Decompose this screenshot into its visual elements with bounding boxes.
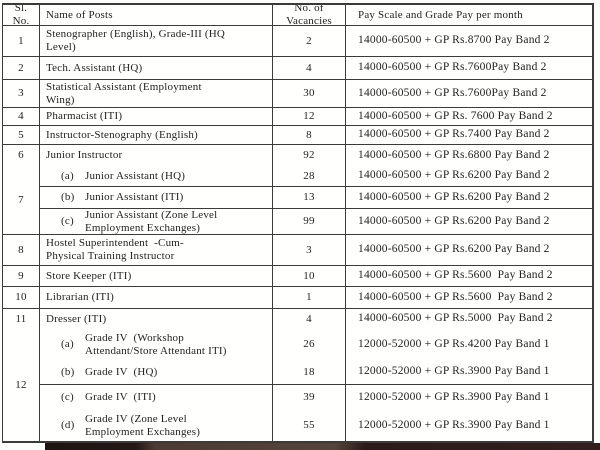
sl-number: 12 xyxy=(15,378,27,391)
post-name-cell: (a) Junior Assistant (HQ) xyxy=(40,166,273,187)
col-header-name-of-posts: Name of Posts xyxy=(40,5,273,26)
post-name-cell: (c) Grade IV (ITI) xyxy=(40,385,273,410)
sl-cell: 10 xyxy=(3,287,40,309)
pay-scale-cell: 14000-60500 + GP Rs.6200 Pay Band 2 xyxy=(346,166,592,187)
pay-scale-cell: 14000-60500 + GP Rs.6200 Pay Band 2 xyxy=(346,209,592,235)
post-name-cell: (b) Grade IV (HQ) xyxy=(40,360,273,385)
sl-cell: 5 xyxy=(3,126,40,145)
sub-item-marker: (a) xyxy=(61,338,74,351)
vacancies-cell: 99 xyxy=(273,209,346,235)
vacancies-cell: 39 xyxy=(273,385,346,410)
sl-group-cell-11-12: 11 12 xyxy=(3,309,40,441)
vacancies-cell: 12 xyxy=(273,108,346,126)
sl-number: 11 xyxy=(15,312,27,325)
vacancies-cell: 8 xyxy=(273,126,346,145)
post-name-cell: Hostel Superintendent -Cum- Physical Tra… xyxy=(40,235,273,266)
post-name-cell: Store Keeper (ITI) xyxy=(40,266,273,287)
sl-cell: 3 xyxy=(3,80,40,108)
post-name-cell: (a) Grade IV (Workshop Attendant/Store A… xyxy=(40,329,273,360)
vacancies-cell: 26 xyxy=(273,329,346,360)
sl-number: 6 xyxy=(18,149,24,162)
pay-scale-cell: 14000-60500 + GP Rs.7600Pay Band 2 xyxy=(346,57,592,80)
post-name-cell: (c) Junior Assistant (Zone Level Employm… xyxy=(40,209,273,235)
pay-scale-table: Sl. No. Name of Posts No. of Vacancies P… xyxy=(2,3,594,443)
post-name-cell: Statistical Assistant (Employment Wing) xyxy=(40,80,273,108)
vacancies-cell: 2 xyxy=(273,26,346,57)
post-name-cell: Dresser (ITI) xyxy=(40,309,273,329)
sub-item-marker: (d) xyxy=(61,419,75,432)
sub-item-text: Grade IV (ITI) xyxy=(85,391,156,404)
pay-scale-cell: 14000-60500 + GP Rs.6200 Pay Band 2 xyxy=(346,187,592,209)
sub-item-marker: (c) xyxy=(61,391,74,404)
vacancies-cell: 18 xyxy=(273,360,346,385)
col-header-vacancies: No. of Vacancies xyxy=(273,5,346,26)
vacancies-cell: 1 xyxy=(273,287,346,309)
post-name-cell: Pharmacist (ITI) xyxy=(40,108,273,126)
pay-scale-cell: 12000-52000 + GP Rs.3900 Pay Band 1 xyxy=(358,418,550,431)
vacancies-cell: 10 xyxy=(273,266,346,287)
sub-item-text: Grade IV (HQ) xyxy=(85,365,158,378)
pay-scale-cell: 12000-52000 + GP Rs.3900 Pay Band 1 xyxy=(358,390,550,403)
sub-item-marker: (a) xyxy=(61,169,74,182)
pay-scale-cell: 14000-60500 + GP Rs.5600 Pay Band 2 xyxy=(346,287,592,309)
sub-item-text: Junior Assistant (Zone Level Employment … xyxy=(85,209,218,234)
sl-number: 7 xyxy=(18,193,24,206)
sl-cell: 1 xyxy=(3,26,40,57)
pay-scale-cell: 14000-60500 + GP Rs. 7600 Pay Band 2 xyxy=(346,108,592,126)
vacancies-cell: 92 xyxy=(273,145,346,166)
vacancies-cell: 55 xyxy=(273,410,346,441)
pay-scale-cell: 14000-60500 + GP Rs.8700 Pay Band 2 xyxy=(346,26,592,57)
sub-item-text: Junior Assistant (HQ) xyxy=(85,169,186,182)
col-header-pay-scale: Pay Scale and Grade Pay per month xyxy=(346,5,592,26)
pay-scale-cell: 14000-60500 + GP Rs.5600 Pay Band 2 xyxy=(346,266,592,287)
sub-item-marker: (b) xyxy=(61,191,75,204)
table-grid: Sl. No. Name of Posts No. of Vacancies P… xyxy=(3,5,592,441)
sub-item-text: Grade IV (Workshop Attendant/Store Atten… xyxy=(85,331,227,357)
pay-scale-cell: 14000-60500 + GP Rs.6200 Pay Band 2 xyxy=(346,235,592,266)
pay-scale-cell: 12000-52000 + GP Rs.3900 Pay Band 1 xyxy=(346,360,592,385)
vacancies-cell: 4 xyxy=(273,57,346,80)
pay-scale-cell: 14000-60500 + GP Rs.6800 Pay Band 2 xyxy=(358,148,550,161)
post-name-cell: Librarian (ITI) xyxy=(40,287,273,309)
pay-scale-cell: 12000-52000 + GP Rs.4200 Pay Band 1 xyxy=(358,337,550,350)
pay-scale-cell: 14000-60500 + GP Rs.5000 Pay Band 2 xyxy=(358,312,553,325)
bottom-scan-artifact-bar xyxy=(45,443,600,450)
post-name-cell: Junior Instructor xyxy=(40,145,273,166)
sl-cell: 9 xyxy=(3,266,40,287)
post-name-cell: (b) Junior Assistant (ITI) xyxy=(40,187,273,209)
sl-cell: 8 xyxy=(3,235,40,266)
vacancies-cell: 13 xyxy=(273,187,346,209)
sub-item-marker: (c) xyxy=(61,215,74,228)
vacancies-cell: 4 xyxy=(273,309,346,329)
col-header-sl-no: Sl. No. xyxy=(3,5,40,26)
post-name-cell: Stenographer (English), Grade-III (HQ Le… xyxy=(40,26,273,57)
post-name-cell: Tech. Assistant (HQ) xyxy=(40,57,273,80)
sl-cell: 4 xyxy=(3,108,40,126)
sub-item-text: Junior Assistant (ITI) xyxy=(85,191,184,204)
sub-item-marker: (b) xyxy=(61,365,75,378)
post-name-cell: (d) Grade IV (Zone Level Employment Exch… xyxy=(40,410,273,441)
pay-scale-cell: 14000-60500 + GP Rs.7600Pay Band 2 xyxy=(346,80,592,108)
post-name-cell: Instructor-Stenography (English) xyxy=(40,126,273,145)
vacancies-cell: 3 xyxy=(273,235,346,266)
pay-scale-cell: 14000-60500 + GP Rs.7400 Pay Band 2 xyxy=(346,126,592,145)
sl-group-cell-6-7: 6 7 xyxy=(3,145,40,235)
sub-item-text: Grade IV (Zone Level Employment Exchange… xyxy=(85,412,201,438)
vacancies-cell: 28 xyxy=(273,166,346,187)
vacancies-cell: 30 xyxy=(273,80,346,108)
sl-cell: 2 xyxy=(3,57,40,80)
